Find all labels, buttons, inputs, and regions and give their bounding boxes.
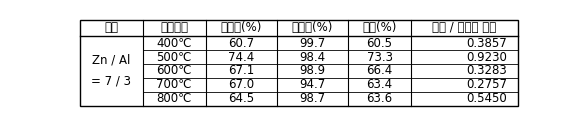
Text: 산점 / 염기점 비율: 산점 / 염기점 비율 bbox=[433, 21, 497, 34]
Text: 0.5450: 0.5450 bbox=[466, 92, 507, 105]
Text: 0.2757: 0.2757 bbox=[466, 78, 507, 91]
Text: Zn / Al
= 7 / 3: Zn / Al = 7 / 3 bbox=[91, 54, 131, 88]
Text: 수율(%): 수율(%) bbox=[363, 21, 397, 34]
Text: 60.5: 60.5 bbox=[367, 37, 392, 50]
Text: 98.4: 98.4 bbox=[300, 51, 325, 64]
Text: 67.1: 67.1 bbox=[228, 64, 254, 77]
Text: 700℃: 700℃ bbox=[156, 78, 192, 91]
Text: 63.6: 63.6 bbox=[367, 92, 393, 105]
Text: 0.3857: 0.3857 bbox=[466, 37, 507, 50]
Text: 소성온도: 소성온도 bbox=[160, 21, 188, 34]
Text: 촉매: 촉매 bbox=[104, 21, 118, 34]
Text: 500℃: 500℃ bbox=[156, 51, 192, 64]
Text: 98.7: 98.7 bbox=[300, 92, 325, 105]
Text: 0.9230: 0.9230 bbox=[466, 51, 507, 64]
Text: 전환율(%): 전환율(%) bbox=[220, 21, 262, 34]
Text: 64.5: 64.5 bbox=[228, 92, 254, 105]
Text: 선택도(%): 선택도(%) bbox=[292, 21, 333, 34]
Text: 600℃: 600℃ bbox=[156, 64, 192, 77]
Text: 60.7: 60.7 bbox=[228, 37, 254, 50]
Text: 74.4: 74.4 bbox=[228, 51, 254, 64]
Text: 98.9: 98.9 bbox=[300, 64, 325, 77]
Text: 400℃: 400℃ bbox=[156, 37, 192, 50]
Text: 0.3283: 0.3283 bbox=[466, 64, 507, 77]
Text: 67.0: 67.0 bbox=[228, 78, 254, 91]
Text: 73.3: 73.3 bbox=[367, 51, 392, 64]
Text: 66.4: 66.4 bbox=[367, 64, 393, 77]
Bar bbox=[80, 20, 518, 106]
Text: 800℃: 800℃ bbox=[156, 92, 192, 105]
Text: 63.4: 63.4 bbox=[367, 78, 393, 91]
Text: 99.7: 99.7 bbox=[299, 37, 326, 50]
Text: 94.7: 94.7 bbox=[299, 78, 326, 91]
